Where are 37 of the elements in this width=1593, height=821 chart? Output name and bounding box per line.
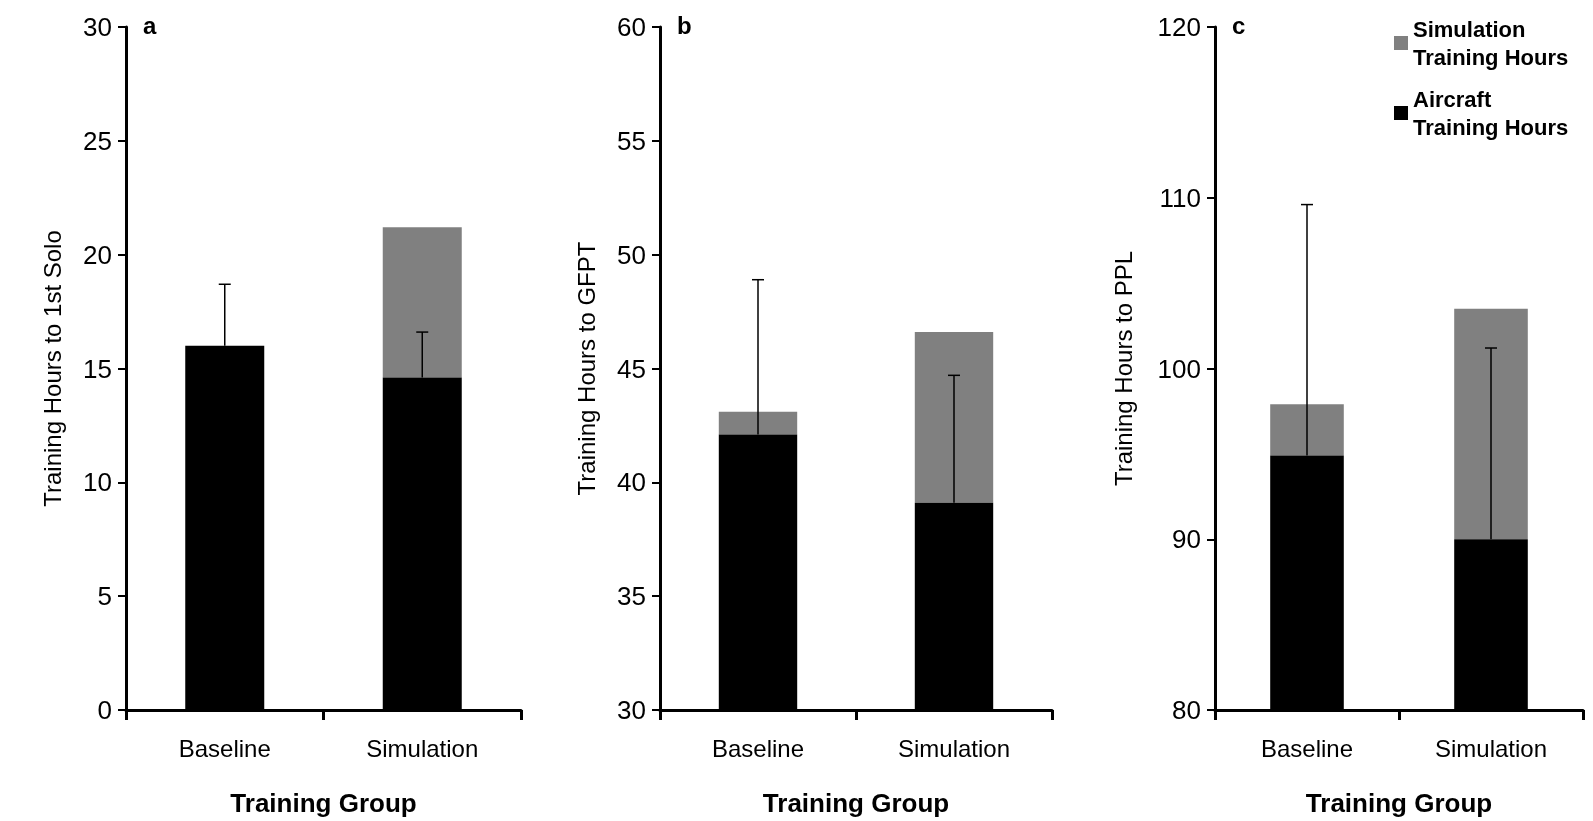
y-tick-label: 40 [617, 467, 646, 498]
y-tick-label: 90 [1172, 524, 1201, 555]
chart-title: c [1232, 11, 1246, 39]
x-axis-title: Training Group [762, 788, 950, 818]
x-tick-label: Baseline [711, 734, 805, 762]
y-tick-label: 60 [617, 12, 646, 42]
x-axis-title: Training Group [1305, 788, 1493, 818]
y-axis-title: Training Hours to 1st Solo [38, 230, 66, 507]
y-tick-label: 30 [83, 12, 112, 42]
y-tick-label: 50 [617, 239, 646, 270]
y-tick-label: 25 [83, 125, 112, 156]
y-axis-title: Training Hours to GFPT [572, 241, 600, 496]
legend-label: Aircraft Training Hours [1413, 86, 1569, 140]
y-tick-label: 0 [97, 695, 112, 725]
bar [382, 227, 462, 378]
x-tick-label: Simulation [1434, 734, 1548, 762]
x-tick-label: Simulation [897, 734, 1011, 762]
y-tick-label: 10 [83, 467, 112, 498]
y-tick-label: 55 [617, 125, 646, 156]
y-tick-label: 30 [617, 695, 646, 725]
legend-label: Simulation Training Hours [1413, 16, 1569, 70]
x-tick-label: Baseline [178, 734, 271, 762]
y-tick-label: 45 [617, 353, 646, 384]
y-tick-label: 5 [97, 581, 112, 612]
x-tick-label: Simulation [366, 734, 479, 762]
y-tick-label: 110 [1159, 182, 1201, 213]
y-tick-label: 100 [1157, 353, 1201, 384]
y-tick-label: 20 [83, 239, 112, 270]
y-tick-label: 15 [83, 353, 112, 384]
x-axis-title: Training Group [230, 788, 417, 818]
y-axis-title: Training Hours to PPL [1109, 250, 1137, 487]
y-tick-label: 80 [1172, 695, 1201, 725]
x-tick-label: Baseline [1260, 734, 1354, 762]
y-tick-label: 35 [617, 581, 646, 612]
chart-title: a [143, 11, 157, 39]
chart-title: b [677, 11, 692, 39]
y-tick-label: 120 [1157, 12, 1201, 42]
